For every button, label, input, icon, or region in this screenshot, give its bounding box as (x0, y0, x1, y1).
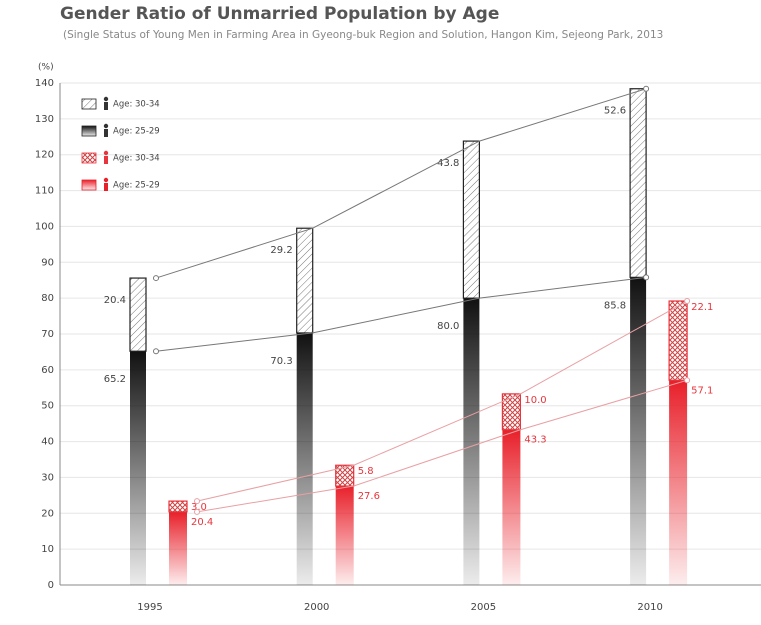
value-label: 20.4 (191, 517, 213, 528)
bar-segment (462, 140, 480, 299)
y-tick-label: 20 (41, 508, 54, 519)
y-tick-label: 130 (35, 114, 54, 125)
line-end (153, 348, 159, 355)
value-label: 43.3 (524, 435, 546, 446)
bar-segment (668, 300, 688, 381)
x-tick-label: 2005 (471, 602, 496, 613)
value-label: 3.0 (191, 502, 207, 513)
y-tick-label: 60 (41, 365, 54, 376)
value-label: 22.1 (691, 302, 713, 313)
value-label: 85.8 (604, 300, 626, 311)
legend-icon (104, 102, 108, 110)
bar-segment (501, 393, 521, 431)
bar-segment (463, 298, 480, 585)
line-end (153, 275, 159, 282)
bar-segment (669, 380, 688, 585)
bar-segment (168, 500, 188, 513)
legend-icon (104, 156, 108, 164)
legend-icon (104, 129, 108, 137)
value-label: 80.0 (437, 321, 459, 332)
legend-swatch (81, 152, 97, 164)
line-end (684, 377, 691, 384)
bar-segment (169, 511, 187, 585)
legend-icon (103, 123, 109, 129)
value-label: 70.3 (270, 356, 292, 367)
bar-segment (335, 464, 355, 487)
line-end (684, 298, 691, 305)
legend-swatch (81, 179, 97, 191)
y-axis-label: (%) (38, 63, 54, 73)
bar-segment (629, 88, 647, 278)
bar-segment (502, 429, 521, 585)
value-label: 10.0 (524, 395, 546, 406)
value-label: 57.1 (691, 385, 713, 396)
legend-icon (103, 96, 109, 102)
y-tick-label: 50 (41, 401, 54, 412)
y-tick-label: 0 (48, 580, 54, 591)
value-label: 5.8 (358, 466, 374, 477)
trend-line (155, 88, 647, 279)
bar-segment (130, 351, 146, 585)
x-tick-label: 2010 (637, 602, 662, 613)
legend-label: Age: 25-29 (113, 127, 160, 137)
line-end (194, 508, 200, 515)
legend-swatch (81, 125, 97, 137)
line-end (643, 85, 650, 92)
trend-line (155, 276, 647, 352)
legend-icon (103, 177, 109, 183)
y-tick-label: 10 (41, 544, 54, 555)
y-tick-label: 90 (41, 257, 54, 268)
bar-segment (335, 486, 354, 585)
bar-segment (630, 277, 647, 585)
x-tick-label: 2000 (304, 602, 329, 613)
bar-segment (296, 227, 314, 334)
value-label: 29.2 (270, 245, 292, 256)
y-tick-label: 70 (41, 329, 54, 340)
legend-label: Age: 25-29 (113, 181, 160, 191)
y-tick-label: 30 (41, 472, 54, 483)
value-label: 65.2 (104, 374, 126, 385)
bar-segment (296, 332, 313, 585)
y-tick-label: 100 (35, 221, 54, 232)
legend-label: Age: 30-34 (113, 154, 160, 164)
line-end (643, 274, 650, 281)
trend-line (196, 300, 688, 502)
y-tick-label: 110 (35, 186, 54, 197)
y-tick-label: 120 (35, 150, 54, 161)
x-tick-label: 1995 (137, 602, 162, 613)
line-end (194, 498, 200, 505)
y-tick-label: 140 (35, 78, 54, 89)
y-tick-label: 40 (41, 437, 54, 448)
bar-segment (129, 277, 147, 352)
trend-line (196, 379, 688, 513)
legend-label: Age: 30-34 (113, 100, 160, 110)
legend-swatch (81, 98, 97, 110)
legend-icon (103, 150, 109, 156)
value-label: 43.8 (437, 158, 459, 169)
y-tick-label: 80 (41, 293, 54, 304)
chart-title: Gender Ratio of Unmarried Population by … (60, 4, 499, 24)
value-label: 52.6 (604, 106, 626, 117)
chart-subtitle: (Single Status of Young Men in Farming A… (63, 29, 663, 41)
value-label: 20.4 (104, 295, 126, 306)
value-label: 27.6 (358, 491, 380, 502)
legend-icon (104, 183, 108, 191)
